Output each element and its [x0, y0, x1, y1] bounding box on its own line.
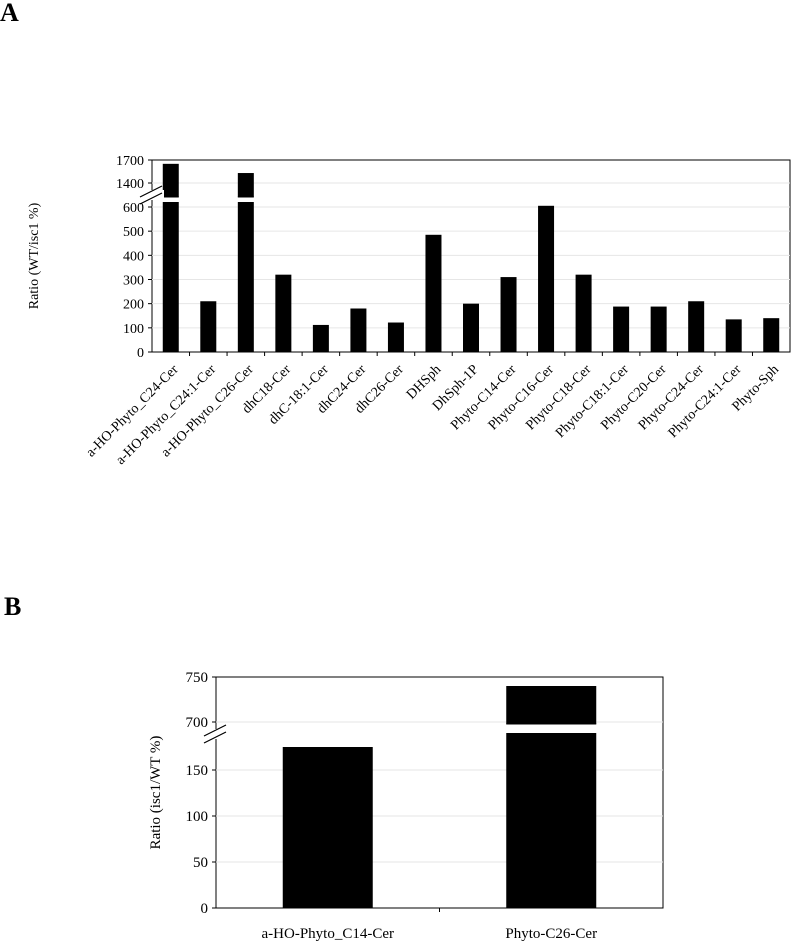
y-axis-label: Ratio (WT/isc1 %)	[27, 202, 42, 309]
bar-11	[538, 205, 555, 352]
bar-break-gap	[236, 197, 255, 202]
bar-17	[763, 318, 780, 352]
y-tick-label: 100	[186, 809, 209, 825]
y-tick-label: 0	[137, 346, 144, 361]
bar-12	[575, 274, 592, 352]
bar-13	[613, 306, 630, 352]
bar-break-gap	[161, 197, 180, 202]
x-category-label: Phyto-C26-Cer	[505, 926, 597, 942]
axis-break-mask	[140, 190, 164, 200]
bar-3	[237, 173, 254, 352]
bar-4	[275, 274, 292, 352]
bar-9	[463, 303, 479, 352]
y-tick-label: 100	[123, 322, 144, 337]
bar-1	[162, 163, 179, 352]
bar-7	[387, 322, 404, 352]
y-tick-label: 0	[201, 901, 209, 917]
axis-break-mark	[139, 185, 163, 198]
bar-2	[506, 686, 597, 908]
y-tick-label: 500	[123, 225, 144, 240]
bar-6	[350, 308, 367, 352]
y-tick-label: 700	[186, 715, 209, 731]
y-tick-label: 200	[123, 298, 144, 313]
y-tick-label: 1400	[116, 177, 144, 192]
bar-1	[282, 747, 373, 908]
bar-15	[688, 301, 705, 352]
y-tick-label: 600	[123, 201, 144, 216]
axis-break-mark	[139, 192, 163, 205]
panel-label-a: A	[0, 0, 19, 27]
axis-break-mark	[203, 731, 227, 744]
y-tick-label: 150	[186, 763, 209, 779]
y-tick-label: 750	[186, 670, 209, 686]
panel-label-b: B	[4, 592, 22, 621]
bar-5	[312, 324, 329, 352]
y-tick-label: 300	[123, 274, 144, 289]
y-axis-label: Ratio (isc1/WT %)	[148, 736, 164, 850]
bar-break-gap	[505, 724, 598, 733]
axis-break-mark	[203, 724, 227, 737]
bar-8	[425, 234, 442, 352]
bar-16	[725, 319, 742, 352]
x-category-label: a-HO-Phyto_C14-Cer	[262, 926, 394, 942]
y-tick-label: 50	[193, 855, 208, 871]
bar-2	[200, 301, 217, 352]
bar-10	[500, 277, 517, 352]
y-tick-label: 1700	[116, 154, 144, 169]
y-tick-label: 400	[123, 249, 144, 264]
axis-break-mask	[204, 729, 228, 739]
bar-14	[650, 306, 667, 352]
